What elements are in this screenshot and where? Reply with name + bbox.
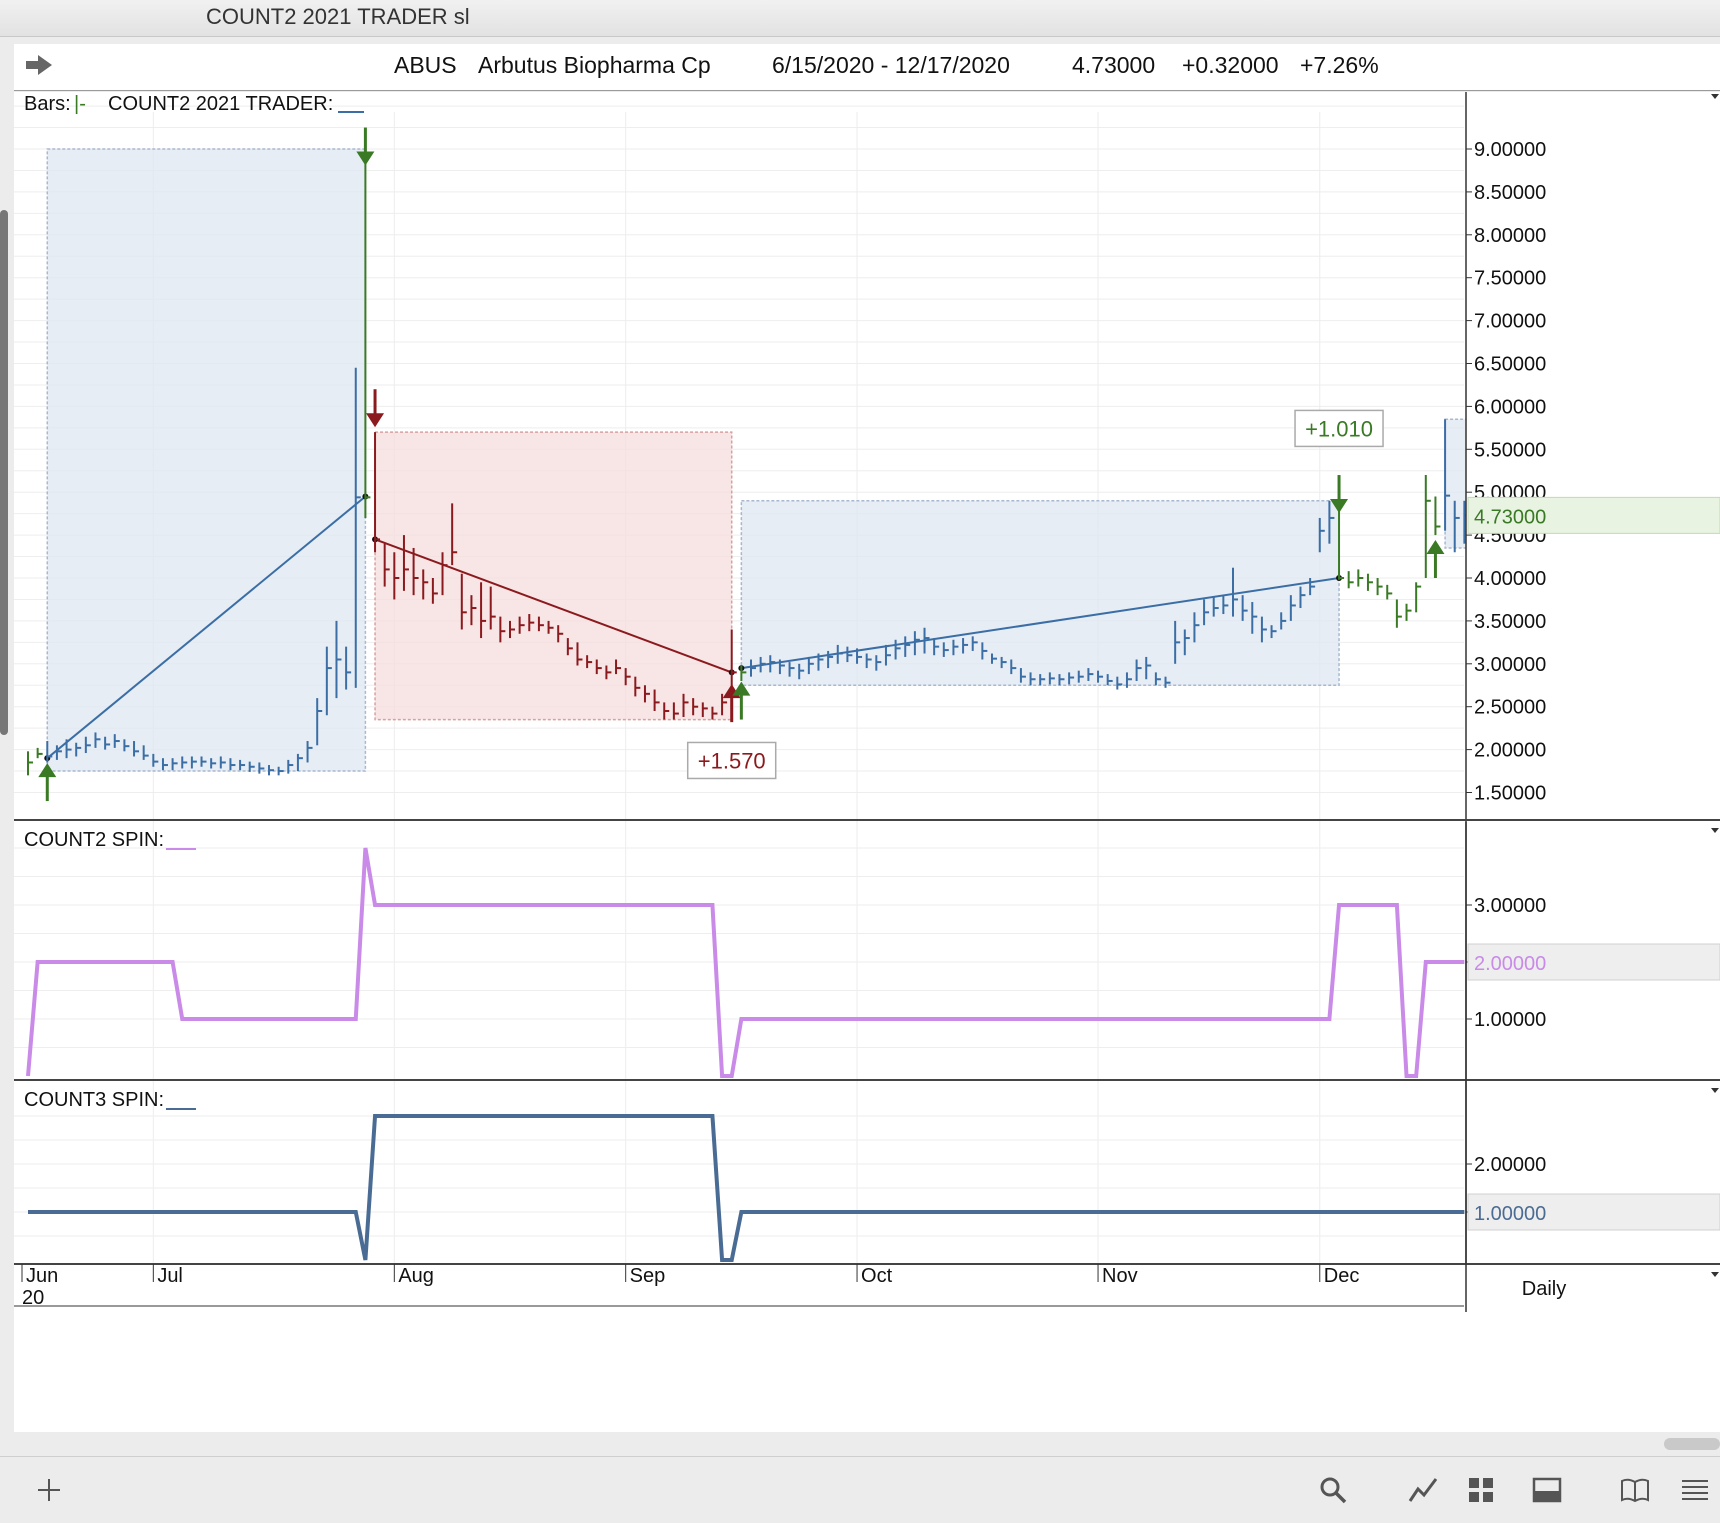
window-title: COUNT2 2021 TRADER sl (206, 4, 470, 29)
window-titlebar: COUNT2 2021 TRADER sl (0, 0, 1720, 37)
bars-legend-label: Bars: (24, 93, 71, 115)
profit-annotation-label: +1.570 (698, 748, 766, 773)
price-axis-label: 9.00000 (1474, 139, 1546, 161)
horizontal-scrollbar[interactable] (1664, 1438, 1720, 1450)
profit-annotation-label: +1.010 (1305, 416, 1373, 441)
forward-arrow-icon[interactable] (24, 54, 54, 76)
price-axis-label: 8.50000 (1474, 182, 1546, 204)
price-axis-background (1466, 92, 1720, 1264)
trader-legend-label: COUNT2 2021 TRADER: (108, 93, 333, 115)
add-icon[interactable] (34, 1475, 64, 1505)
price-axis-label: 3.50000 (1474, 611, 1546, 633)
spin-axis-label: 1.00000 (1474, 1009, 1546, 1031)
last-price: 4.73000 (1072, 52, 1156, 78)
long-trade-box (46, 148, 367, 772)
trend-line (374, 538, 733, 674)
chart-svg[interactable]: +1.570 +1.010 9.00000 8.50000 8.00000 7.50000… (14, 92, 1720, 1432)
period-label: Daily (1522, 1278, 1566, 1300)
price-axis-label: 3.00000 (1474, 654, 1546, 676)
sell-signal-arrowhead (366, 413, 385, 428)
spin-axis-label: 3.00000 (1474, 895, 1546, 917)
time-axis-label: Oct (861, 1265, 893, 1287)
price-axis-label: 6.00000 (1474, 396, 1546, 418)
last-price-tag (1467, 496, 1720, 534)
spin-legend-label: COUNT3 SPIN: (24, 1089, 164, 1111)
buy-signal-arrowhead (732, 681, 751, 696)
price-change-pct: +7.26% (1300, 52, 1379, 78)
price-axis-label: 2.50000 (1474, 697, 1546, 719)
sidebar-handle[interactable] (0, 210, 8, 735)
price-axis-label: 7.50000 (1474, 268, 1546, 290)
buy-signal-arrowhead (1426, 540, 1445, 554)
time-axis-label: Jul (157, 1265, 183, 1287)
grid-icon[interactable] (1466, 1475, 1496, 1505)
count3-spin-line (28, 1114, 1465, 1262)
sell-signal-arrowhead (356, 151, 375, 166)
price-axis-label: 6.50000 (1474, 354, 1546, 376)
time-axis-year-label: 20 (22, 1287, 44, 1309)
spin-axis-label: 2.00000 (1474, 1154, 1546, 1176)
price-axis-label: 7.00000 (1474, 311, 1546, 333)
spin-last-value-tag (1467, 943, 1720, 981)
company-name: Arbutus Biopharma Cp (478, 52, 711, 78)
chart-area[interactable]: +1.570 +1.010 9.00000 8.50000 8.00000 7.50000… (14, 92, 1720, 1432)
date-range: 6/15/2020 - 12/17/2020 (772, 52, 1010, 78)
trend-line (46, 495, 367, 759)
sell-signal-arrowhead (1330, 499, 1349, 514)
profit-annotation-box (1294, 409, 1384, 448)
spin-last-value-label: 2.00000 (1474, 953, 1546, 975)
search-icon[interactable] (1318, 1475, 1348, 1505)
time-axis-label: Aug (398, 1265, 434, 1287)
time-axis-label: Dec (1324, 1265, 1360, 1287)
spin-last-value-label: 1.00000 (1474, 1203, 1546, 1225)
bars-legend-glyph: |- (74, 93, 86, 115)
bottom-toolbar (0, 1456, 1720, 1523)
panel-menu-icon (1711, 1272, 1719, 1277)
count2-spin-line (26, 847, 1465, 1078)
buy-signal-arrowhead (38, 763, 57, 778)
last-price-tag-label: 4.73000 (1474, 506, 1546, 528)
price-axis-label: 1.50000 (1474, 783, 1546, 805)
book-icon[interactable] (1620, 1475, 1650, 1505)
price-axis-label: 2.00000 (1474, 740, 1546, 762)
time-axis-label: Jun (26, 1265, 58, 1287)
spin-legend-label: COUNT2 SPIN: (24, 829, 164, 851)
time-axis-background (14, 1265, 1720, 1305)
price-change: +0.32000 (1182, 52, 1279, 78)
draw-line-icon[interactable] (1408, 1475, 1438, 1505)
menu-icon[interactable] (1680, 1475, 1710, 1505)
price-axis-label: 5.50000 (1474, 439, 1546, 461)
panel-menu-icon (1711, 828, 1719, 833)
layout-icon[interactable] (1532, 1475, 1562, 1505)
price-axis-label: 8.00000 (1474, 225, 1546, 247)
panel-menu-icon (1711, 94, 1719, 99)
short-trade-box (374, 431, 733, 721)
profit-annotation-box (686, 741, 777, 780)
price-axis-label: 4.00000 (1474, 568, 1546, 590)
symbol-ticker: ABUS (394, 52, 457, 78)
symbol-header: ABUS Arbutus Biopharma Cp 6/15/2020 - 12… (14, 44, 1720, 91)
time-axis-label: Sep (630, 1265, 666, 1287)
panel-menu-icon (1711, 1088, 1719, 1093)
spin-last-value-tag (1467, 1193, 1720, 1231)
time-axis-label: Nov (1102, 1265, 1138, 1287)
